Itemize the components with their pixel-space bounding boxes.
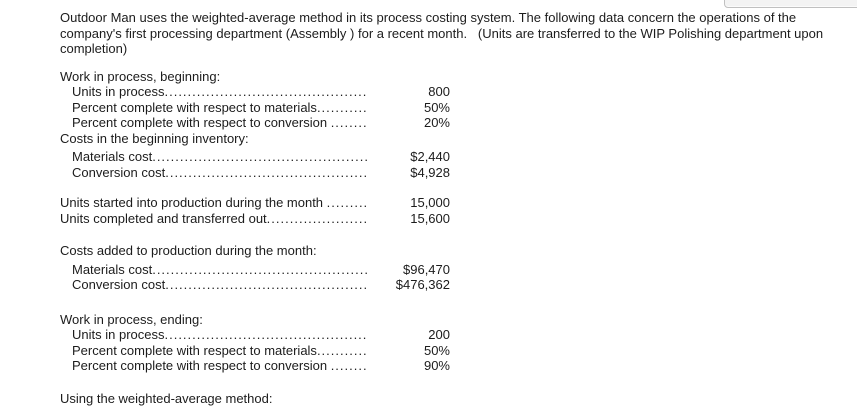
dot-leader <box>152 149 368 165</box>
row-label: Units in process <box>72 84 165 99</box>
table-row: Percent complete with respect to convers… <box>60 358 450 374</box>
row-label: Percent complete with respect to convers… <box>72 115 331 130</box>
row-value: 15,000 <box>410 195 450 210</box>
table-row: Percent complete with respect to materia… <box>60 343 450 359</box>
dot-leader <box>152 262 368 278</box>
row-label: Units completed and transferred out <box>60 210 267 226</box>
row-label: Percent complete with respect to convers… <box>72 358 331 373</box>
table-row: Units completed and transferred out 15,60… <box>60 211 450 227</box>
row-value: 90% <box>423 358 450 373</box>
dot-leader <box>164 327 368 343</box>
dot-leader <box>317 100 368 116</box>
row-value: $476,362 <box>395 277 450 292</box>
row-value: 20% <box>423 115 450 130</box>
table-row: Percent complete with respect to materia… <box>60 100 450 116</box>
row-value: 200 <box>428 327 450 342</box>
row-label: Materials cost <box>72 149 153 164</box>
row-label: Percent complete with respect to materia… <box>72 342 317 358</box>
table-row: Materials cost $2,440 <box>60 149 450 165</box>
section-beginning-costs: Costs in the beginning inventory: Materi… <box>60 131 450 181</box>
row-label: Percent complete with respect to materia… <box>72 99 317 115</box>
dot-leader <box>327 195 368 211</box>
row-value: 50% <box>423 342 450 358</box>
dot-leader <box>164 84 368 100</box>
section-units-flow: Units started into production during the… <box>60 195 450 226</box>
cost-data-table: Work in process, beginning: Units in pro… <box>60 69 450 374</box>
section-costs-added: Costs added to production during the mon… <box>60 243 450 293</box>
dot-leader <box>331 115 368 131</box>
section-heading: Work in process, ending: <box>60 311 203 327</box>
section-heading: Work in process, beginning: <box>60 68 221 84</box>
row-label: Conversion cost <box>72 277 166 292</box>
row-label: Materials cost <box>72 261 153 277</box>
dot-leader <box>165 165 368 181</box>
table-row: Percent complete with respect to convers… <box>60 115 450 131</box>
table-row: Units in process 800 <box>60 84 450 100</box>
dot-leader <box>267 211 368 227</box>
dot-leader <box>317 343 368 359</box>
cutoff-button[interactable] <box>724 0 857 8</box>
dot-leader <box>165 277 368 293</box>
problem-statement: Outdoor Man uses the weighted-average me… <box>60 10 827 56</box>
method-instruction: Using the weighted-average method: <box>60 390 273 406</box>
row-label: Units in process <box>72 327 165 342</box>
row-value: 800 <box>428 84 450 99</box>
section-wip-beginning: Work in process, beginning: Units in pro… <box>60 69 450 131</box>
row-label: Units started into production during the… <box>60 195 327 210</box>
row-label: Conversion cost <box>72 164 166 180</box>
row-value: $96,470 <box>403 261 450 277</box>
table-row: Units in process 200 <box>60 327 450 343</box>
table-row: Units started into production during the… <box>60 195 450 211</box>
row-value: $4,928 <box>410 164 450 180</box>
table-row: Conversion cost $476,362 <box>60 277 450 293</box>
section-wip-ending: Work in process, ending: Units in proces… <box>60 312 450 374</box>
table-row: Conversion cost $4,928 <box>60 165 450 181</box>
section-heading: Costs in the beginning inventory: <box>60 130 249 146</box>
section-heading: Costs added to production during the mon… <box>60 243 317 258</box>
table-row: Materials cost $96,470 <box>60 262 450 278</box>
row-value: $2,440 <box>410 149 450 164</box>
row-value: 15,600 <box>410 210 450 226</box>
dot-leader <box>331 358 368 374</box>
row-value: 50% <box>423 99 450 115</box>
